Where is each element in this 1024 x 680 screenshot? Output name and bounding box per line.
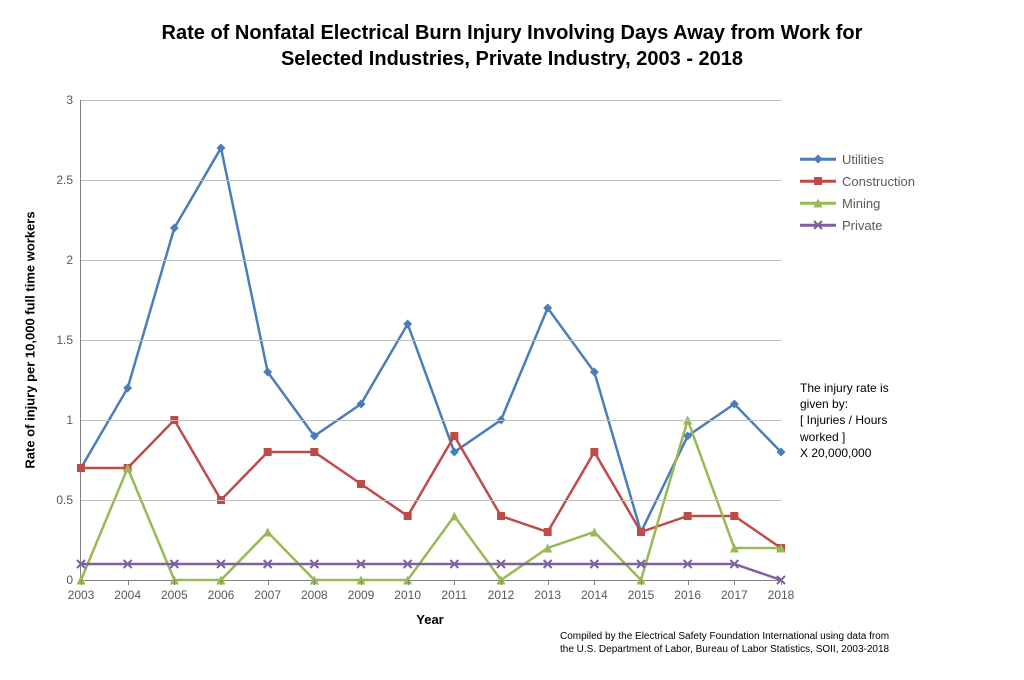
x-tick-label: 2007 (254, 580, 281, 602)
series-marker (77, 464, 85, 472)
x-tick-label: 2005 (161, 580, 188, 602)
x-tick-label: 2015 (628, 580, 655, 602)
series-marker (637, 528, 645, 536)
x-tick-label: 2011 (441, 580, 467, 602)
legend-label: Private (842, 218, 882, 233)
y-tick-label: 1.5 (56, 333, 81, 347)
series-line (81, 420, 781, 548)
grid-line (81, 340, 781, 341)
grid-line (81, 180, 781, 181)
grid-line (81, 420, 781, 421)
legend-label: Mining (842, 196, 880, 211)
chart-container: Rate of Nonfatal Electrical Burn Injury … (0, 0, 1024, 680)
legend-item: Construction (800, 172, 915, 190)
y-tick-label: 2.5 (56, 173, 81, 187)
legend-label: Utilities (842, 152, 884, 167)
y-tick-label: 0.5 (56, 493, 81, 507)
series-marker (730, 512, 738, 520)
series-marker (357, 480, 365, 488)
x-tick-label: 2013 (534, 580, 561, 602)
series-marker (310, 448, 318, 456)
title-line2: Selected Industries, Private Industry, 2… (281, 48, 743, 70)
y-axis-label: Rate of injury per 10,000 full time work… (23, 211, 38, 468)
title-line1: Rate of Nonfatal Electrical Burn Injury … (162, 22, 863, 44)
y-tick-label: 2 (66, 253, 81, 267)
x-tick-label: 2003 (68, 580, 95, 602)
legend-swatch (800, 174, 836, 188)
x-tick-label: 2018 (768, 580, 795, 602)
series-marker (263, 528, 272, 537)
series-marker (264, 448, 272, 456)
x-tick-label: 2017 (721, 580, 748, 602)
series-marker (544, 528, 552, 536)
legend-item: Mining (800, 194, 915, 212)
grid-line (81, 260, 781, 261)
source-footnote: Compiled by the Electrical Safety Founda… (560, 630, 889, 656)
x-axis-label: Year (416, 612, 443, 627)
y-tick-label: 3 (66, 93, 81, 107)
x-tick-label: 2010 (394, 580, 421, 602)
series-marker (450, 432, 458, 440)
series-marker (590, 448, 598, 456)
legend-item: Utilities (800, 150, 915, 168)
legend-swatch (800, 218, 836, 232)
legend: Utilities Construction Mining Private (800, 150, 915, 238)
x-tick-label: 2012 (488, 580, 515, 602)
rate-formula-annotation: The injury rate isgiven by:[ Injuries / … (800, 380, 889, 461)
grid-line (81, 500, 781, 501)
x-tick-label: 2016 (674, 580, 701, 602)
legend-item: Private (800, 216, 915, 234)
grid-line (81, 100, 781, 101)
plot-area: 00.511.522.53200320042005200620072008200… (80, 100, 781, 581)
legend-swatch (800, 196, 836, 210)
series-marker (450, 512, 459, 521)
legend-label: Construction (842, 174, 915, 189)
legend-swatch (800, 152, 836, 166)
series-marker (684, 512, 692, 520)
x-tick-label: 2006 (208, 580, 235, 602)
y-tick-label: 1 (66, 413, 81, 427)
x-tick-label: 2009 (348, 580, 375, 602)
series-marker (404, 512, 412, 520)
series-marker (497, 512, 505, 520)
x-tick-label: 2004 (114, 580, 141, 602)
x-tick-label: 2008 (301, 580, 328, 602)
chart-title: Rate of Nonfatal Electrical Burn Injury … (0, 20, 1024, 72)
x-tick-label: 2014 (581, 580, 608, 602)
series-line (81, 564, 781, 580)
